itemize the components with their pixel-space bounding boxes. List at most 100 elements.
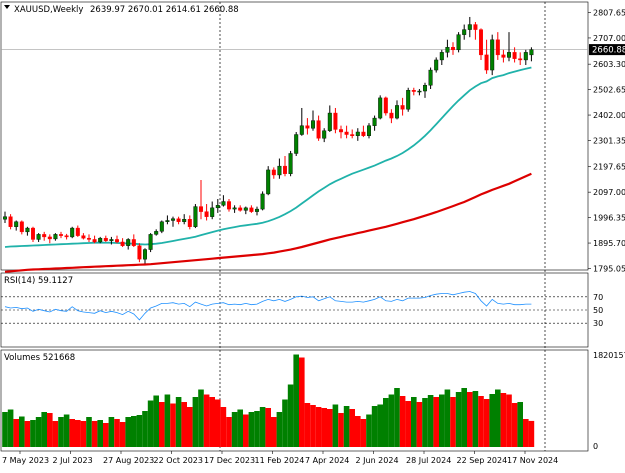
candle-body bbox=[383, 97, 388, 114]
price-tick-label: 2097.00 bbox=[593, 188, 625, 197]
volume-bar bbox=[287, 384, 294, 447]
volume-bar bbox=[170, 403, 176, 447]
volume-bar bbox=[254, 411, 260, 447]
candle-body bbox=[53, 234, 58, 240]
volume-bar bbox=[377, 404, 383, 447]
candle-body bbox=[389, 112, 394, 119]
candle-body bbox=[372, 117, 377, 126]
volume-bar bbox=[248, 412, 255, 447]
candles-layer[interactable] bbox=[3, 16, 534, 264]
price-tick-label: 1895.70 bbox=[593, 239, 625, 248]
price-tick-label: 2301.35 bbox=[593, 137, 625, 146]
candle-body bbox=[92, 239, 97, 243]
volume-bar bbox=[209, 397, 215, 447]
main-panel-frame bbox=[0, 1, 589, 271]
candle-body bbox=[327, 112, 332, 131]
candle-body bbox=[523, 52, 528, 61]
candle-body bbox=[221, 201, 226, 206]
candle-body bbox=[339, 129, 344, 133]
candle-body bbox=[249, 207, 254, 212]
volume-bar bbox=[338, 413, 344, 447]
volume-bar bbox=[271, 417, 277, 447]
candle-body bbox=[187, 219, 192, 227]
candle-body bbox=[490, 39, 495, 71]
candle-body bbox=[198, 206, 203, 212]
volume-bar bbox=[433, 397, 439, 447]
volume-bar bbox=[517, 402, 523, 447]
candle-body bbox=[367, 125, 372, 136]
price-tick-label: 2502.65 bbox=[593, 86, 625, 95]
candle-body bbox=[204, 211, 209, 217]
ohlc-label: 2639.97 2670.01 2614.61 2660.88 bbox=[90, 5, 239, 15]
candle-body bbox=[305, 125, 310, 129]
volume-label: Volumes 521668 bbox=[4, 353, 75, 363]
volume-bar bbox=[282, 399, 288, 447]
candle-body bbox=[361, 131, 366, 136]
volume-bar bbox=[399, 396, 406, 447]
current-price-tag-bg bbox=[589, 44, 625, 56]
volume-bar bbox=[69, 419, 75, 447]
candle-body bbox=[529, 49, 534, 56]
candle-body bbox=[411, 90, 416, 92]
volume-bar bbox=[13, 419, 19, 447]
candle-body bbox=[355, 131, 360, 136]
moving-average-layer bbox=[4, 66, 532, 273]
candle-body bbox=[42, 234, 47, 238]
volume-bar bbox=[371, 406, 378, 447]
volume-bar bbox=[321, 408, 327, 447]
rsi-layer bbox=[1, 291, 588, 324]
volume-tick-label: 1820157 bbox=[593, 351, 625, 360]
volume-bar bbox=[478, 396, 484, 447]
volume-bar bbox=[114, 419, 120, 447]
candle-body bbox=[98, 237, 103, 243]
volume-bar bbox=[175, 397, 182, 447]
volume-bar bbox=[231, 412, 238, 447]
volume-bar bbox=[215, 399, 221, 447]
candle-body bbox=[31, 227, 36, 240]
collapse-triangle-icon[interactable] bbox=[4, 5, 10, 9]
candle-body bbox=[148, 234, 153, 250]
volume-bar bbox=[164, 394, 171, 447]
volume-bar bbox=[147, 400, 154, 447]
volume-bar bbox=[500, 393, 507, 447]
volume-bar bbox=[506, 394, 512, 447]
volume-bar bbox=[343, 406, 350, 447]
candle-body bbox=[445, 47, 450, 53]
volume-bar bbox=[24, 421, 31, 447]
rsi-tick-label: 50 bbox=[593, 306, 603, 315]
volume-bar bbox=[86, 417, 92, 447]
candle-body bbox=[86, 237, 91, 240]
candle-body bbox=[333, 112, 338, 130]
candle-body bbox=[294, 134, 299, 154]
ma-slow-line bbox=[4, 172, 532, 273]
candle-body bbox=[3, 216, 7, 220]
candle-body bbox=[226, 201, 231, 210]
volume-bar bbox=[91, 421, 98, 447]
candle-body bbox=[473, 24, 478, 30]
volume-bar bbox=[299, 357, 305, 447]
volume-bar bbox=[75, 420, 81, 447]
candle-body bbox=[451, 47, 456, 51]
volume-bar bbox=[80, 421, 87, 447]
volume-bar bbox=[7, 409, 14, 447]
candle-body bbox=[406, 90, 411, 110]
candle-body bbox=[400, 105, 405, 110]
volume-bar bbox=[416, 402, 423, 447]
volume-bar bbox=[511, 403, 518, 447]
candle-body bbox=[114, 239, 119, 243]
volume-bar bbox=[142, 411, 148, 447]
candle-body bbox=[254, 208, 259, 212]
volume-bar bbox=[203, 394, 210, 447]
candle-body bbox=[484, 54, 489, 71]
date-tick-label: 2 Jun 2024 bbox=[356, 456, 399, 465]
volume-bar bbox=[259, 407, 266, 447]
candle-body bbox=[170, 218, 175, 221]
volume-bar bbox=[427, 395, 434, 447]
volume-bar bbox=[388, 394, 395, 447]
volume-bar bbox=[523, 419, 529, 447]
volume-bar bbox=[125, 417, 131, 447]
candle-body bbox=[507, 52, 512, 58]
candle-body bbox=[512, 52, 517, 59]
